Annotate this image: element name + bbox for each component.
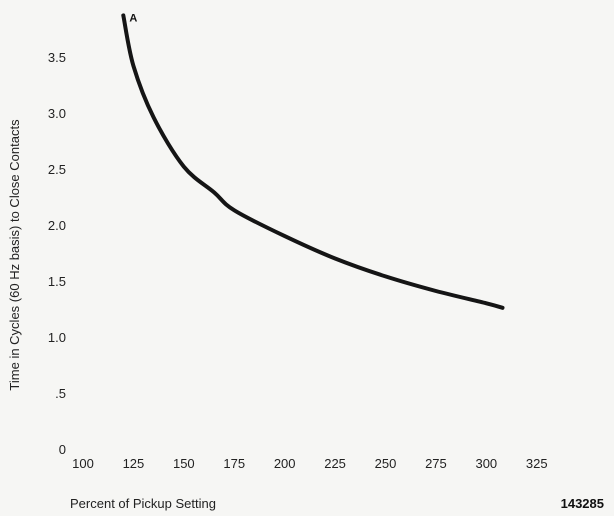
y-tick-label: 3.0 (48, 106, 66, 121)
x-tick-label: 300 (475, 456, 497, 471)
series-line-a (121, 13, 505, 310)
x-tick-label: 150 (173, 456, 195, 471)
x-tick-label: 225 (324, 456, 346, 471)
x-tick-label: 275 (425, 456, 447, 471)
y-axis-title: Time in Cycles (60 Hz basis) to Close Co… (7, 119, 22, 391)
x-tick-label: 125 (123, 456, 145, 471)
x-tick-label: 325 (526, 456, 548, 471)
y-tick-label: 3.5 (48, 50, 66, 65)
x-tick-label: 100 (72, 456, 94, 471)
y-tick-label: 2.0 (48, 218, 66, 233)
x-tick-label: 175 (223, 456, 245, 471)
y-tick-label: 1.5 (48, 274, 66, 289)
y-tick-label: 0 (59, 442, 66, 457)
x-axis-ticks: 100 125 150 175 200 225 250 275 300 325 (72, 456, 547, 471)
series-label-a: A (129, 12, 137, 24)
y-tick-label: .5 (55, 386, 66, 401)
y-tick-label: 2.5 (48, 162, 66, 177)
y-tick-label: 1.0 (48, 330, 66, 345)
x-axis-title: Percent of Pickup Setting (70, 496, 216, 511)
plot-area: A (121, 12, 505, 310)
x-tick-label: 200 (274, 456, 296, 471)
figure-number: 143285 (561, 496, 604, 511)
y-axis-ticks: 0 .5 1.0 1.5 2.0 2.5 3.0 3.5 (48, 50, 66, 457)
x-tick-label: 250 (375, 456, 397, 471)
